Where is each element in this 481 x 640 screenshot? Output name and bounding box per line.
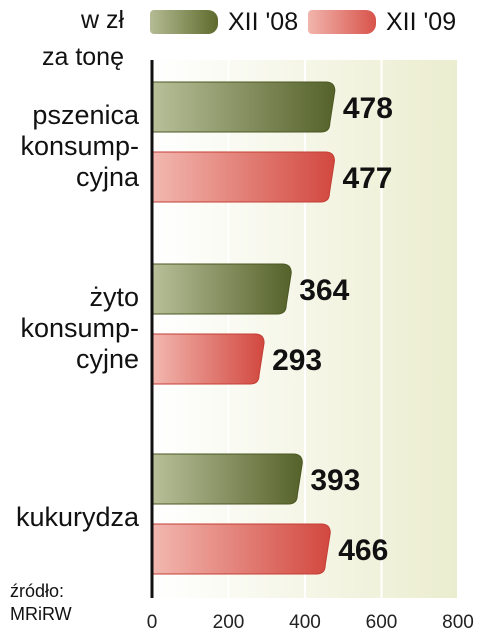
category-label-line: kukurydza: [15, 502, 139, 532]
bar: [151, 263, 292, 315]
category-label-line: cyjne: [75, 344, 139, 374]
legend-label-2009: XII '09: [386, 7, 457, 36]
legend-item-2008: XII '08: [150, 8, 298, 36]
bar-value-label: 477: [342, 162, 392, 195]
unit-label-line2: za tonę: [41, 43, 124, 71]
legend-swatch-2008: [150, 10, 218, 34]
bar: [151, 151, 335, 203]
bar: [151, 81, 336, 133]
category-label-line: konsump-: [20, 131, 139, 161]
x-tick-label: 200: [213, 612, 245, 633]
legend-label-2008: XII '08: [228, 7, 299, 36]
category-label-line: żyto: [89, 282, 139, 312]
legend-swatch-2009: [308, 10, 376, 34]
x-tick-label: 400: [289, 612, 321, 633]
bar-value-label: 466: [338, 534, 388, 567]
unit-label-line1: w zł: [80, 6, 124, 34]
legend-item-2009: XII '09: [308, 8, 456, 36]
x-tick-label: 600: [366, 612, 398, 633]
category-label-kukurydza: kukurydza: [16, 502, 139, 533]
source-label-line2: MRiRW: [10, 604, 72, 624]
bar-value-label: 478: [343, 92, 393, 125]
bar: [151, 523, 331, 575]
category-label-line: konsump-: [20, 313, 139, 343]
source-label-line1: źródło:: [10, 581, 65, 601]
bar-value-label: 293: [272, 344, 322, 377]
x-tick-label: 800: [442, 612, 474, 633]
bar-value-label: 364: [299, 274, 349, 307]
bar: [151, 333, 265, 385]
x-tick-label: 0: [147, 612, 158, 633]
bar: [151, 453, 303, 505]
category-label-pszenica: pszenica konsump- cyjna: [20, 100, 139, 193]
category-label-zyto: żyto konsump- cyjne: [20, 282, 139, 375]
category-label-line: pszenica: [32, 100, 139, 130]
bar-value-label: 393: [310, 464, 360, 497]
category-label-line: cyjna: [75, 162, 139, 192]
